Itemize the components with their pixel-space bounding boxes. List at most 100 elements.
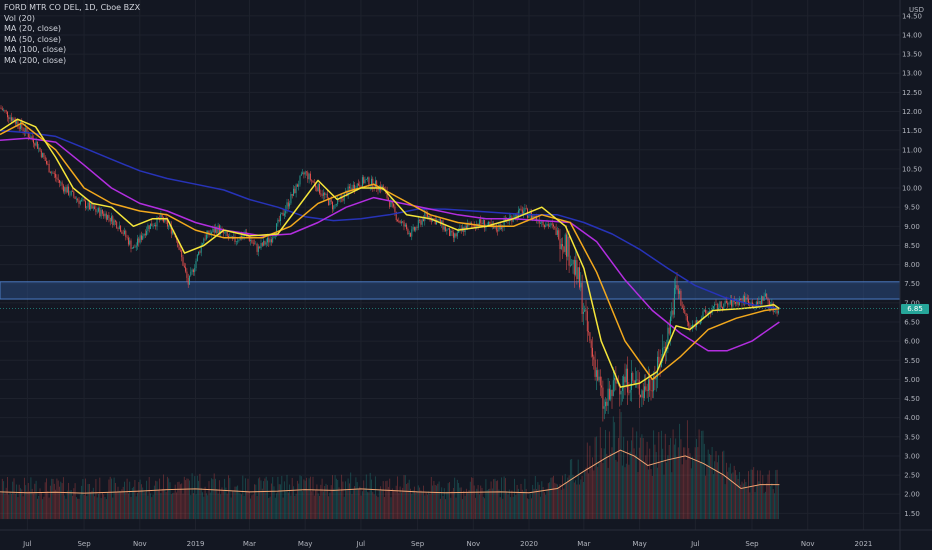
volume-bar: [524, 478, 526, 520]
volume-bar: [545, 494, 547, 520]
candle-body: [208, 230, 210, 235]
candle-body: [636, 379, 638, 381]
volume-bar: [86, 496, 88, 520]
candle-body: [92, 206, 94, 209]
candle-body: [125, 230, 127, 237]
volume-bar: [221, 487, 223, 520]
indicator-volume[interactable]: Vol (20): [4, 13, 35, 23]
candle-body: [250, 240, 252, 242]
volume-bar: [207, 495, 209, 520]
candle-body: [749, 305, 751, 306]
candle-body: [545, 225, 547, 228]
candle-body: [70, 191, 72, 195]
volume-bar: [719, 474, 721, 520]
candle-body: [304, 171, 306, 175]
volume-bar: [575, 480, 577, 520]
candle-body: [533, 215, 535, 218]
candle-body: [302, 172, 304, 174]
volume-bar: [278, 484, 280, 520]
candle-body: [252, 242, 254, 244]
volume-bar: [484, 498, 486, 520]
volume-bar: [738, 472, 740, 520]
volume-bar: [341, 474, 343, 520]
volume-bar: [651, 475, 653, 520]
candle-body: [79, 200, 81, 204]
volume-bar: [263, 481, 265, 520]
volume-bar: [393, 490, 395, 520]
volume-bar: [538, 484, 540, 520]
volume-bar: [215, 478, 216, 520]
volume-bar: [475, 497, 476, 520]
volume-bar: [174, 484, 176, 520]
candle-body: [326, 193, 328, 198]
indicator-ma20[interactable]: MA (20, close): [4, 24, 62, 33]
volume-bar: [555, 483, 557, 520]
indicator-ma200[interactable]: MA (200, close): [4, 55, 67, 65]
volume-bar: [311, 491, 313, 520]
volume-bar: [77, 498, 79, 520]
volume-bar: [343, 496, 345, 520]
volume-bar: [291, 477, 293, 520]
indicator-ma100[interactable]: MA (100, close): [4, 45, 67, 54]
candle-body: [607, 388, 609, 406]
candle-body: [441, 220, 443, 225]
time-axis[interactable]: Jul Sep Nov 2019 Mar May Jul Sep Nov 2020 Mar May Ju…: [0, 529, 932, 548]
candle-body: [72, 191, 73, 192]
candle-body: [567, 236, 569, 257]
volume-bar: [689, 453, 691, 520]
candle-body: [329, 199, 331, 206]
candle-body: [216, 227, 218, 234]
candle-body: [73, 191, 75, 197]
candle-body: [677, 289, 679, 294]
volume-bar: [515, 494, 517, 520]
candle-body: [633, 380, 635, 384]
candle-body: [389, 200, 391, 207]
volume-bar: [338, 487, 340, 520]
volume-bar: [59, 486, 60, 520]
candle-body: [320, 193, 322, 195]
volume-bar: [277, 476, 279, 520]
volume-bar: [477, 485, 479, 520]
candle-body: [616, 382, 618, 384]
candle-body: [202, 243, 203, 245]
candle-body: [1, 108, 3, 111]
candle-body: [94, 206, 96, 210]
volume-bar: [742, 483, 744, 520]
volume-bar: [421, 492, 423, 520]
price-tick-label: 5.00: [904, 376, 920, 384]
candle-body: [334, 204, 336, 206]
candle-body: [532, 215, 534, 219]
volume-bar: [111, 478, 112, 520]
price-axis[interactable]: 14.50 14.00 13.50 13.00 12.50 12.00 11.50 11.00…: [899, 0, 922, 550]
ma20-line: [0, 118, 780, 388]
candle-body: [446, 229, 448, 232]
volume-bar: [101, 492, 103, 520]
candle-body: [599, 376, 601, 386]
volume-bar: [120, 491, 122, 520]
volume-bar: [127, 493, 129, 520]
candle-body: [298, 184, 300, 187]
volume-bar: [273, 486, 275, 520]
volume-bar: [134, 480, 136, 520]
candle-body: [558, 230, 560, 239]
candle-body: [447, 228, 449, 230]
volume-bar: [637, 472, 639, 520]
candle-body: [315, 182, 317, 188]
indicator-ma50[interactable]: MA (50, close): [4, 34, 62, 44]
candle-body: [179, 249, 181, 251]
volume-bar: [662, 448, 664, 520]
volume-bar: [699, 462, 701, 520]
candle-body: [501, 227, 502, 230]
candle-body: [667, 327, 669, 350]
volume-bar: [684, 447, 686, 520]
time-tick-label: 2019: [187, 540, 205, 548]
volume-bar: [577, 459, 579, 520]
candle-body: [653, 376, 655, 392]
candle-body: [588, 331, 590, 333]
candle-body: [556, 230, 558, 235]
candle-body: [96, 211, 98, 213]
candle-body: [582, 311, 584, 314]
volume-bar: [381, 489, 383, 520]
